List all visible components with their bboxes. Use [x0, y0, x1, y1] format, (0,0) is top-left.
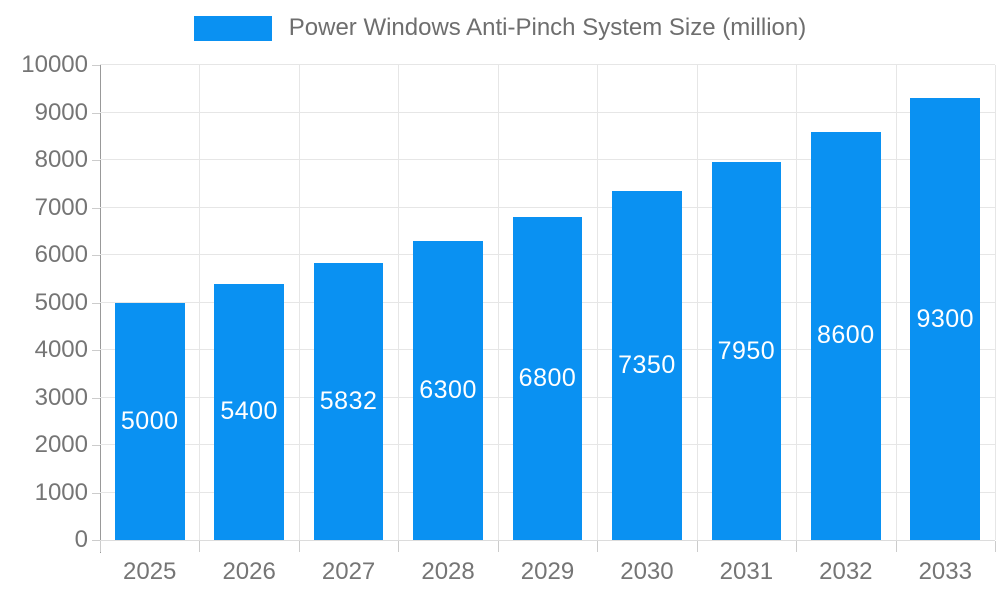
legend-label: Power Windows Anti-Pinch System Size (mi… [288, 14, 807, 41]
plot-area: 5000 5400 5832 6300 6800 7350 7950 8600 9300 [100, 64, 996, 540]
y-axis-line [100, 65, 101, 553]
y-axis-tick [92, 540, 100, 541]
y-axis-tick [92, 207, 100, 209]
bar[interactable]: 6300 [413, 240, 483, 540]
y-axis-tick [92, 255, 100, 256]
gridline-vertical [497, 65, 499, 540]
gridline-horizontal [100, 206, 995, 208]
bar[interactable]: 9300 [910, 98, 981, 540]
x-axis-tick [497, 541, 499, 552]
gridline-horizontal [100, 64, 995, 65]
x-tick-label: 2030 [620, 558, 674, 585]
x-tick-label: 2028 [421, 558, 475, 585]
gridline-vertical [995, 65, 996, 540]
gridline-vertical [298, 65, 300, 540]
y-axis-tick [92, 492, 100, 494]
y-tick-label: 8000 [34, 146, 88, 173]
bar-value-label: 7950 [717, 336, 776, 365]
y-axis-tick [92, 65, 100, 66]
x-axis-tick [696, 541, 698, 552]
bar-value-label: 7350 [618, 350, 676, 379]
bar[interactable]: 5000 [114, 302, 185, 540]
y-axis-tick [92, 445, 100, 446]
y-tick-label: 5000 [34, 288, 88, 316]
y-axis-tick [92, 160, 100, 161]
bar-value-label: 5832 [319, 386, 378, 415]
y-tick-label: 6000 [34, 241, 88, 268]
x-axis-tick [895, 541, 897, 552]
x-axis-tick [995, 541, 996, 552]
y-tick-label: 4000 [34, 336, 88, 363]
y-axis-tick [92, 302, 100, 304]
x-tick-label: 2032 [819, 558, 873, 585]
y-axis-tick [92, 112, 100, 114]
bar[interactable]: 5832 [313, 262, 384, 540]
x-axis-tick [796, 541, 798, 552]
x-axis-tick [597, 541, 599, 552]
y-tick-label: 0 [74, 526, 88, 553]
gridline-vertical [597, 65, 599, 540]
gridline-vertical [199, 65, 201, 540]
gridline-horizontal [100, 111, 995, 113]
x-tick-label: 2027 [321, 558, 376, 585]
x-tick-label: 2026 [222, 558, 276, 585]
bar-value-label: 6300 [419, 375, 477, 404]
bar[interactable]: 5400 [214, 283, 284, 540]
gridline-horizontal [100, 159, 995, 160]
bar-value-label: 6800 [518, 364, 577, 392]
y-tick-label: 10000 [21, 51, 88, 78]
bar[interactable]: 8600 [811, 131, 881, 540]
bar-value-label: 8600 [817, 321, 875, 350]
gridline-vertical [895, 65, 897, 540]
x-tick-label: 2029 [520, 558, 575, 585]
legend-swatch [193, 15, 272, 41]
y-tick-label: 3000 [34, 383, 88, 411]
bar-value-label: 5000 [120, 406, 179, 435]
x-axis-tick [100, 541, 101, 552]
bar[interactable]: 7350 [612, 190, 682, 540]
y-tick-label: 1000 [34, 478, 88, 506]
x-tick-label: 2025 [123, 558, 177, 585]
gridline-vertical [398, 65, 400, 540]
y-tick-label: 9000 [34, 98, 88, 126]
y-tick-label: 2000 [34, 431, 88, 458]
y-axis-tick [92, 397, 100, 399]
bar[interactable]: 6800 [512, 217, 583, 540]
bar[interactable]: 7950 [711, 162, 782, 540]
x-axis-line [100, 540, 995, 541]
x-axis-tick [398, 541, 400, 552]
x-tick-label: 2031 [719, 558, 774, 585]
x-axis-tick [298, 541, 300, 552]
legend-item[interactable]: Power Windows Anti-Pinch System Size (mi… [0, 14, 1000, 42]
y-axis-tick [92, 350, 100, 351]
x-axis-tick [199, 541, 201, 552]
bar-value-label: 5400 [220, 397, 278, 426]
gridline-vertical [796, 65, 798, 540]
x-tick-label: 2033 [918, 558, 972, 585]
y-tick-label: 7000 [34, 193, 88, 221]
bar-value-label: 9300 [916, 304, 975, 333]
gridline-vertical [696, 65, 698, 540]
